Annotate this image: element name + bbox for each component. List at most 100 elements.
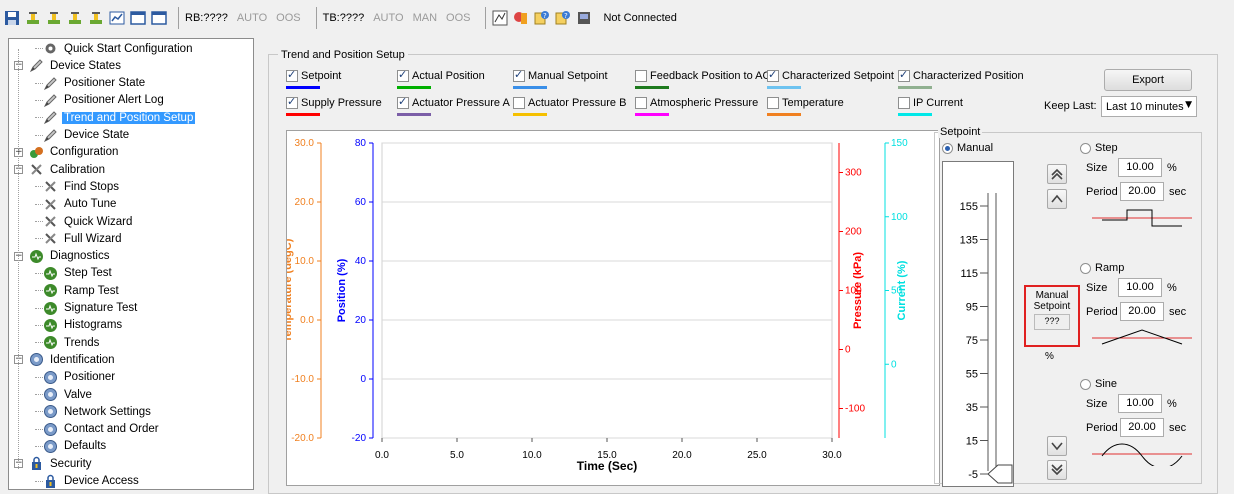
tb-mode-oos[interactable]: OOS	[446, 12, 471, 24]
tree-item-calibration[interactable]: Calibration	[29, 161, 107, 178]
checkbox-checked-icon	[286, 68, 298, 82]
step-size-input[interactable]: 10.00	[1118, 158, 1162, 177]
tree-item-security[interactable]: Security	[29, 455, 94, 472]
tree-item-contact-and-order[interactable]: Contact and Order	[43, 421, 161, 438]
ramp-radio[interactable]: Ramp	[1080, 262, 1124, 274]
window-icon[interactable]	[151, 10, 167, 26]
tb-mode-auto[interactable]: AUTO	[373, 12, 404, 24]
tree-item-device-states[interactable]: Device States	[29, 57, 123, 74]
rb-mode-auto[interactable]: AUTO	[236, 12, 268, 24]
checkbox-checked-icon	[898, 68, 910, 82]
help-icon[interactable]: ?	[534, 10, 550, 26]
radio-selected-icon	[942, 142, 953, 154]
navigation-tree[interactable]: Quick Start Configuration Device States − P…	[8, 38, 254, 490]
tree-item-positioner-alert-log[interactable]: Positioner Alert Log	[43, 92, 166, 109]
tree-item-identification[interactable]: Identification	[29, 351, 117, 368]
checkbox-atmospheric-pressure[interactable]: Atmospheric Pressure	[635, 97, 758, 116]
valve-icon[interactable]	[88, 10, 104, 26]
checkbox-actuator-pressure-a[interactable]: Actuator Pressure A	[397, 95, 510, 116]
page-down-button[interactable]	[1047, 460, 1067, 480]
checkbox-manual-setpoint[interactable]: Manual Setpoint	[513, 68, 608, 89]
sine-radio[interactable]: Sine	[1080, 378, 1117, 390]
checkbox-checked-icon	[513, 68, 525, 82]
tree-item-step-test[interactable]: Step Test	[43, 265, 114, 282]
pencil-icon	[29, 58, 44, 73]
help-icon[interactable]: ?	[555, 10, 571, 26]
chevron-down-icon: ▼	[1185, 100, 1192, 110]
tree-connector	[35, 324, 43, 326]
step-up-button[interactable]	[1047, 189, 1067, 209]
tools-icon[interactable]	[513, 10, 529, 26]
tree-connector	[35, 117, 43, 119]
tree-item-label: Valve	[64, 388, 92, 401]
tree-item-positioner[interactable]: Positioner	[43, 369, 117, 386]
tree-item-device-state[interactable]: Device State	[43, 127, 131, 144]
sine-period-input[interactable]: 20.00	[1120, 418, 1164, 437]
tree-item-full-wizard[interactable]: Full Wizard	[43, 230, 124, 247]
valve-icon[interactable]	[46, 10, 62, 26]
tree-item-quick-wizard[interactable]: Quick Wizard	[43, 213, 134, 230]
setpoint-title: Setpoint	[938, 126, 983, 138]
checkbox-characterized-setpoint[interactable]: Characterized Setpoint	[767, 68, 894, 89]
save-icon[interactable]	[4, 10, 20, 26]
tb-mode-man[interactable]: MAN	[412, 12, 438, 24]
tree-item-positioner-state[interactable]: Positioner State	[43, 75, 147, 92]
tree-connector	[18, 49, 19, 469]
page-up-button[interactable]	[1047, 164, 1067, 184]
checkbox-label: Actuator Pressure B	[528, 97, 627, 109]
valve-icon[interactable]	[25, 10, 41, 26]
tree-item-trend-and-position-setup[interactable]: Trend and Position Setup	[43, 109, 196, 126]
chart-icon[interactable]	[109, 10, 125, 26]
ramp-size-input[interactable]: 10.00	[1118, 278, 1162, 297]
tree-item-defaults[interactable]: Defaults	[43, 438, 108, 455]
tree-item-signature-test[interactable]: Signature Test	[43, 300, 139, 317]
tree-item-valve[interactable]: Valve	[43, 386, 94, 403]
tree-item-trends[interactable]: Trends	[43, 334, 101, 351]
manual-setpoint-value[interactable]: ???	[1034, 314, 1070, 330]
y-tick-label: 0	[360, 374, 366, 385]
tree-item-diagnostics[interactable]: Diagnostics	[29, 248, 111, 265]
manual-radio[interactable]: Manual	[942, 142, 993, 154]
tree-item-ramp-test[interactable]: Ramp Test	[43, 282, 121, 299]
device-icon[interactable]	[576, 10, 592, 26]
checkbox-feedback-position-to-ao[interactable]: Feedback Position to AO	[635, 70, 772, 89]
checkbox-temperature[interactable]: Temperature	[767, 97, 844, 116]
sine-size-input[interactable]: 10.00	[1118, 394, 1162, 413]
checkbox-actual-position[interactable]: Actual Position	[397, 68, 485, 89]
tree-item-label: Diagnostics	[50, 250, 110, 263]
id-icon	[29, 352, 44, 367]
radio-unselected-icon	[1080, 378, 1091, 390]
tree-item-histograms[interactable]: Histograms	[43, 317, 124, 334]
tree-item-network-settings[interactable]: Network Settings	[43, 403, 153, 420]
checkbox-label: Feedback Position to AO	[650, 70, 772, 82]
keep-last-select[interactable]: Last 10 minutes ▼	[1101, 96, 1197, 117]
y-tick-label: 20	[355, 315, 367, 326]
step-radio[interactable]: Step	[1080, 142, 1118, 154]
tree-item-auto-tune[interactable]: Auto Tune	[43, 196, 118, 213]
tree-item-quick-start-configuration[interactable]: Quick Start Configuration	[43, 40, 194, 57]
checkbox-actuator-pressure-b[interactable]: Actuator Pressure B	[513, 97, 627, 116]
checkbox-characterized-position[interactable]: Characterized Position	[898, 68, 1024, 89]
export-button[interactable]: Export	[1104, 69, 1192, 91]
checkbox-ip-current[interactable]: IP Current	[898, 97, 963, 116]
rb-mode-oos[interactable]: OOS	[276, 12, 301, 24]
step-down-button[interactable]	[1047, 436, 1067, 456]
tree-item-label: Defaults	[64, 440, 107, 453]
slider-scale-label: 155	[960, 201, 978, 213]
tree-item-configuration[interactable]: Configuration	[29, 144, 120, 161]
step-period-input[interactable]: 20.00	[1120, 182, 1164, 201]
toolbar-right-icons: ??	[492, 10, 597, 26]
ramp-period-input[interactable]: 20.00	[1120, 302, 1164, 321]
setpoint-slider[interactable]	[942, 161, 1014, 487]
tree-item-find-stops[interactable]: Find Stops	[43, 178, 121, 195]
valve-icon[interactable]	[67, 10, 83, 26]
id-icon	[43, 422, 58, 437]
window-icon[interactable]	[130, 10, 146, 26]
y-tick-label: -20	[352, 433, 367, 444]
checkbox-setpoint[interactable]: Setpoint	[286, 68, 341, 89]
wrench-icon	[29, 162, 44, 177]
graph-icon[interactable]	[492, 10, 508, 26]
checkbox-supply-pressure[interactable]: Supply Pressure	[286, 95, 382, 116]
manual-setpoint-label: Manual	[1035, 290, 1069, 301]
tree-item-device-access[interactable]: Device Access	[43, 473, 141, 490]
